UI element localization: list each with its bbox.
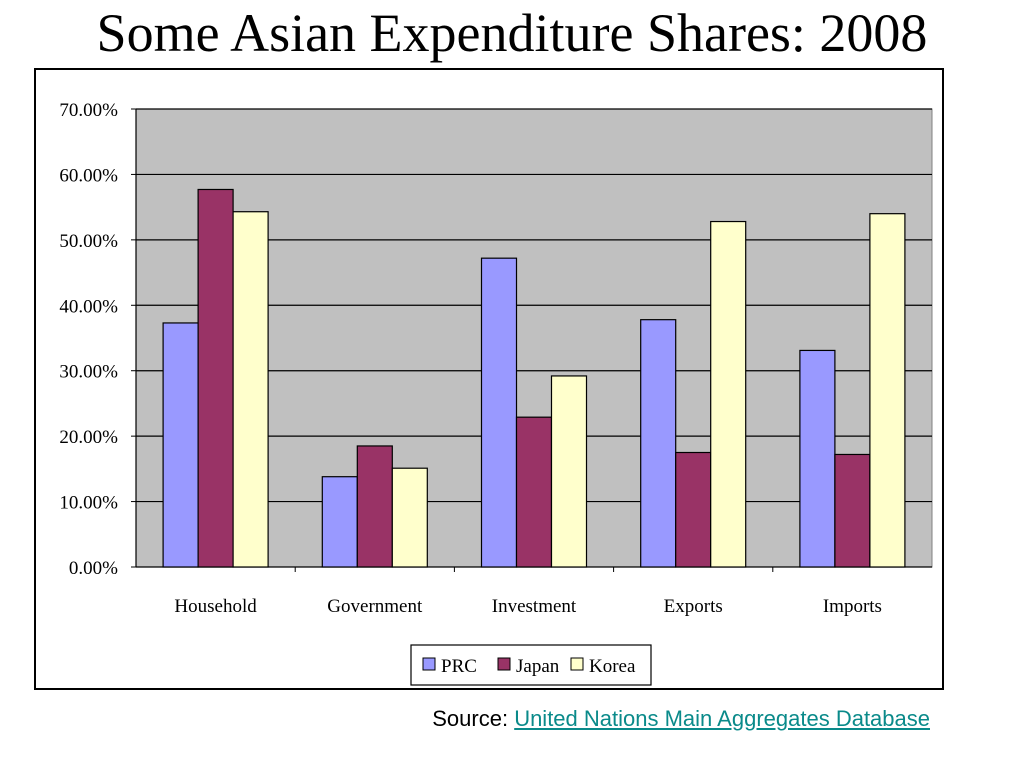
x-tick-label: Investment (492, 596, 577, 617)
y-tick-label: 70.00% (59, 100, 118, 121)
y-tick-label: 60.00% (59, 165, 118, 186)
y-tick-label: 40.00% (59, 296, 118, 317)
bar-japan-investment (515, 416, 553, 568)
source-link[interactable]: United Nations Main Aggregates Database (514, 706, 930, 731)
bar-korea-exports (710, 220, 747, 568)
bar-prc-household (162, 322, 199, 568)
bar-japan-household (197, 188, 234, 568)
bar-prc-government (321, 476, 358, 568)
y-tick-label: 30.00% (59, 362, 118, 383)
chart-frame: 0.00% 10.00% 20.00% 30.00% 40.00% 50.00% 60.00… (34, 68, 944, 690)
bar-japan-government (356, 445, 393, 568)
source-prefix: Source: (432, 706, 515, 731)
bar-korea-investment (550, 375, 588, 568)
legend-label-prc: PRC (441, 656, 477, 677)
legend-label-japan: Japan (516, 656, 560, 677)
bar-japan-imports (834, 453, 871, 568)
x-tick-label: Government (327, 596, 423, 617)
slide-title: Some Asian Expenditure Shares: 2008 (96, 3, 928, 63)
y-tick-label: 0.00% (69, 558, 118, 579)
legend-swatch-japan (497, 657, 511, 671)
legend-swatch-korea (570, 657, 584, 671)
legend-box (410, 644, 652, 686)
bar-prc-imports (799, 349, 836, 568)
x-tick-label: Household (174, 596, 257, 617)
bar-korea-government (391, 467, 428, 568)
bar-japan-exports (675, 451, 712, 568)
y-tick-label: 10.00% (59, 493, 118, 514)
source-line: Source: United Nations Main Aggregates D… (432, 706, 930, 732)
x-tick-label: Imports (823, 596, 882, 617)
legend-swatch-prc (422, 657, 436, 671)
legend-label-korea: Korea (589, 656, 636, 677)
bar-korea-imports (869, 213, 906, 568)
bar-chart: 0.00% 10.00% 20.00% 30.00% 40.00% 50.00% 60.00… (59, 100, 933, 686)
bar-prc-exports (640, 319, 677, 568)
y-tick-label: 50.00% (59, 231, 118, 252)
bar-korea-household (232, 211, 269, 568)
y-tick-label: 20.00% (59, 427, 118, 448)
x-tick-label: Exports (664, 596, 723, 617)
bar-prc-investment (480, 257, 518, 568)
